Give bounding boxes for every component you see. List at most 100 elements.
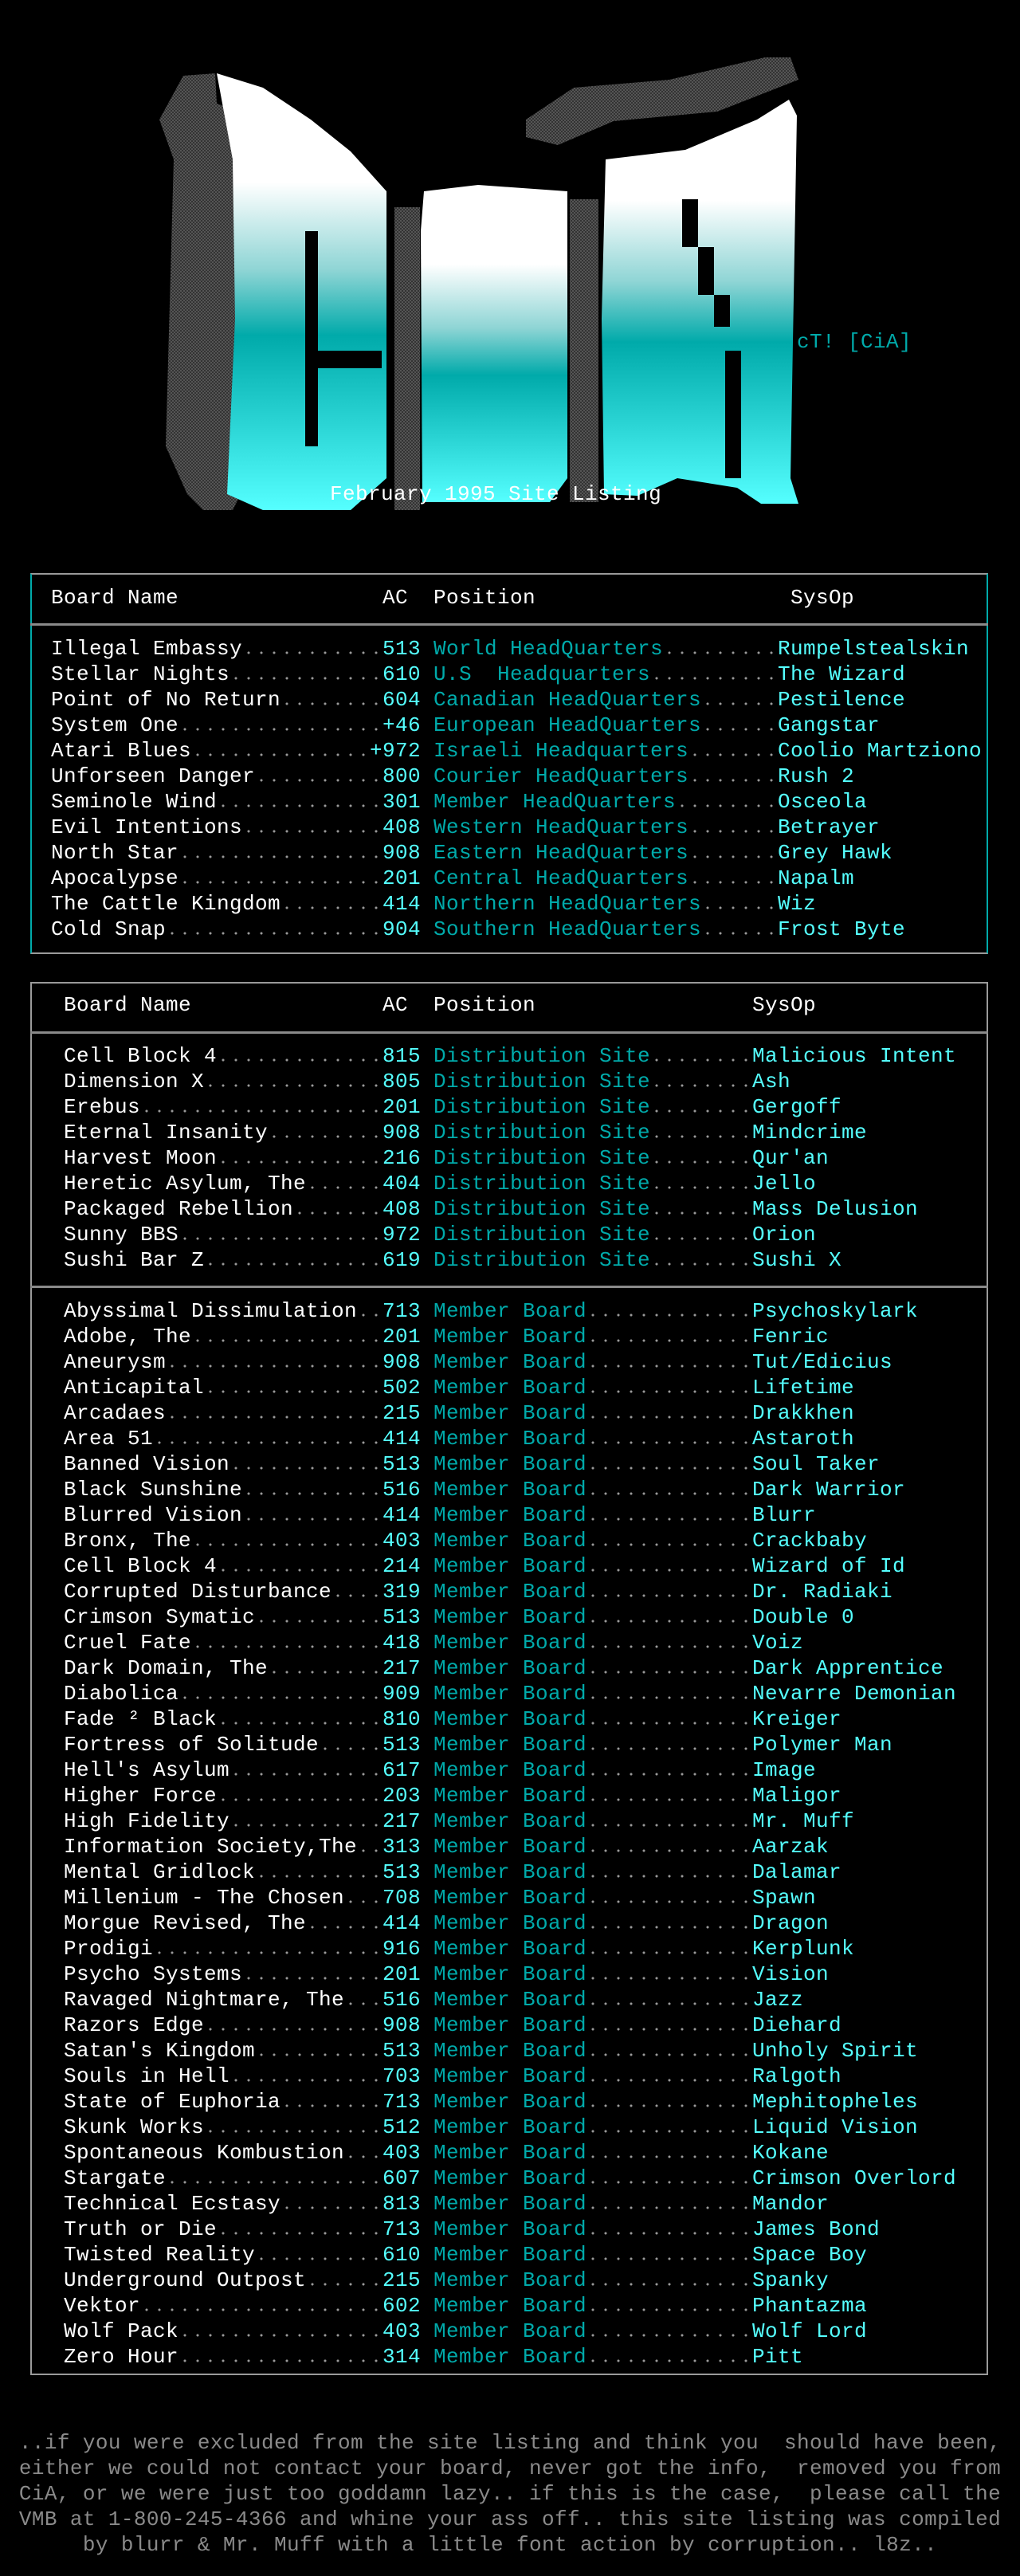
board-position: Member HeadQuarters bbox=[434, 789, 677, 815]
board-position: Member Board bbox=[434, 2191, 587, 2217]
area-code: 216 bbox=[382, 1146, 422, 1170]
sysop-name: Mr. Muff bbox=[752, 1809, 855, 1833]
sysop-name: Kerplunk bbox=[752, 1937, 855, 1961]
area-code: 703 bbox=[382, 2064, 422, 2088]
board-position: Distribution Site bbox=[434, 1043, 651, 1069]
area-code: 607 bbox=[382, 2166, 422, 2190]
board-position: Member Board bbox=[434, 2140, 587, 2166]
sysop-name: Frost Byte bbox=[778, 917, 906, 941]
area-code: 516 bbox=[382, 1988, 422, 2012]
sysop-name: Maligor bbox=[752, 1784, 842, 1808]
area-code: 810 bbox=[382, 1707, 422, 1731]
board-position: Distribution Site bbox=[434, 1247, 651, 1273]
board-position: Member Board bbox=[434, 2242, 587, 2268]
board-name: Psycho Systems bbox=[64, 1961, 243, 1987]
sysop-name: Voiz bbox=[752, 1631, 804, 1655]
area-code: 713 bbox=[382, 2217, 422, 2241]
board-position: Distribution Site bbox=[434, 1094, 651, 1120]
area-code: 502 bbox=[382, 1376, 422, 1400]
sysop-name: Mindcrime bbox=[752, 1121, 868, 1145]
board-position: Member Board bbox=[434, 2064, 587, 2089]
area-code: 214 bbox=[382, 1554, 422, 1578]
area-code: 201 bbox=[382, 1325, 422, 1349]
board-name: Abyssimal Dissimulation bbox=[64, 1298, 358, 1324]
area-code: 217 bbox=[382, 1809, 422, 1833]
board-position: Northern HeadQuarters bbox=[434, 891, 702, 917]
area-code: 513 bbox=[382, 1605, 422, 1629]
sysop-name: Astaroth bbox=[752, 1427, 855, 1451]
sysop-name: Grey Hawk bbox=[778, 841, 893, 865]
area-code: 617 bbox=[382, 1758, 422, 1782]
footer-line: ..if you were excluded from the site lis… bbox=[18, 2431, 1002, 2455]
sysop-name: Mass Delusion bbox=[752, 1197, 919, 1221]
area-code: 418 bbox=[382, 1631, 422, 1655]
board-name: Information Society,The bbox=[64, 1834, 358, 1859]
board-name: Spontaneous Kombustion bbox=[64, 2140, 345, 2166]
board-position: Distribution Site bbox=[434, 1120, 651, 1145]
sysop-name: Gergoff bbox=[752, 1095, 842, 1119]
board-name: Prodigi bbox=[64, 1936, 154, 1961]
sysop-name: Pestilence bbox=[778, 688, 906, 712]
board-position: Member Board bbox=[434, 2038, 587, 2064]
board-position: Member Board bbox=[434, 1834, 587, 1859]
area-code: 815 bbox=[382, 1044, 422, 1068]
area-code: 908 bbox=[382, 1350, 422, 1374]
board-name: Skunk Works bbox=[64, 2115, 205, 2140]
board-name: Wolf Pack bbox=[64, 2319, 179, 2344]
board-position: Member Board bbox=[434, 2319, 587, 2344]
board-position: Member Board bbox=[434, 2217, 587, 2242]
board-position: Member Board bbox=[434, 1757, 587, 1783]
board-name: Dark Domain, The bbox=[64, 1655, 269, 1681]
sysop-name: Drakkhen bbox=[752, 1401, 855, 1425]
board-position: Member Board bbox=[434, 1604, 587, 1630]
board-name: Millenium - The Chosen bbox=[64, 1885, 345, 1910]
board-name: Souls in Hell bbox=[64, 2064, 230, 2089]
area-code: 512 bbox=[382, 2115, 422, 2139]
board-name: Atari Blues bbox=[51, 738, 192, 764]
header-board-name: Board Name bbox=[64, 993, 192, 1017]
board-position: Member Board bbox=[434, 1732, 587, 1757]
area-code: 908 bbox=[382, 841, 422, 865]
sysop-name: Dr. Radiaki bbox=[752, 1580, 893, 1604]
board-position: U.S Headquarters bbox=[434, 662, 651, 687]
area-code: 313 bbox=[382, 1835, 422, 1859]
board-position: Distribution Site bbox=[434, 1145, 651, 1171]
board-name: Anticapital bbox=[64, 1375, 205, 1400]
area-code: 516 bbox=[382, 1478, 422, 1502]
sites-table-header-divider bbox=[30, 1031, 988, 1034]
board-name: Fortress of Solitude bbox=[64, 1732, 320, 1757]
board-position: Distribution Site bbox=[434, 1222, 651, 1247]
board-position: Member Board bbox=[434, 1579, 587, 1604]
sysop-name: Lifetime bbox=[752, 1376, 855, 1400]
area-code: 414 bbox=[382, 892, 422, 916]
area-code: 908 bbox=[382, 2013, 422, 2037]
board-position: Member Board bbox=[434, 1936, 587, 1961]
header-sysop: SysOp bbox=[790, 586, 855, 610]
sysop-name: Soul Taker bbox=[752, 1452, 881, 1476]
board-name: Eternal Insanity bbox=[64, 1120, 269, 1145]
board-position: Eastern HeadQuarters bbox=[434, 840, 689, 866]
board-name: Black Sunshine bbox=[64, 1477, 243, 1502]
area-code: 203 bbox=[382, 1784, 422, 1808]
board-name: Apocalypse bbox=[51, 866, 179, 891]
board-position: Member Board bbox=[434, 1528, 587, 1553]
header-board-name: Board Name bbox=[51, 586, 179, 610]
sysop-name: Crimson Overlord bbox=[752, 2166, 957, 2190]
board-name: Crimson Symatic bbox=[64, 1604, 256, 1630]
board-name: State of Euphoria bbox=[64, 2089, 281, 2115]
board-name: Dimension X bbox=[64, 1069, 205, 1094]
area-code: 604 bbox=[382, 688, 422, 712]
page-subtitle: February 1995 Site Listing bbox=[330, 482, 662, 506]
area-code: 713 bbox=[382, 1299, 422, 1323]
header-position: Position bbox=[434, 993, 536, 1017]
sysop-name: Wizard of Id bbox=[752, 1554, 906, 1578]
board-position: Southern HeadQuarters bbox=[434, 917, 702, 942]
sysop-name: Space Boy bbox=[752, 2243, 868, 2267]
sysop-name: Crackbaby bbox=[752, 1529, 868, 1553]
board-name: Satan's Kingdom bbox=[64, 2038, 256, 2064]
board-position: Member Board bbox=[434, 2012, 587, 2038]
board-position: Distribution Site bbox=[434, 1069, 651, 1094]
board-name: Corrupted Disturbance bbox=[64, 1579, 332, 1604]
board-name: Seminole Wind bbox=[51, 789, 218, 815]
area-code: 513 bbox=[382, 1733, 422, 1757]
